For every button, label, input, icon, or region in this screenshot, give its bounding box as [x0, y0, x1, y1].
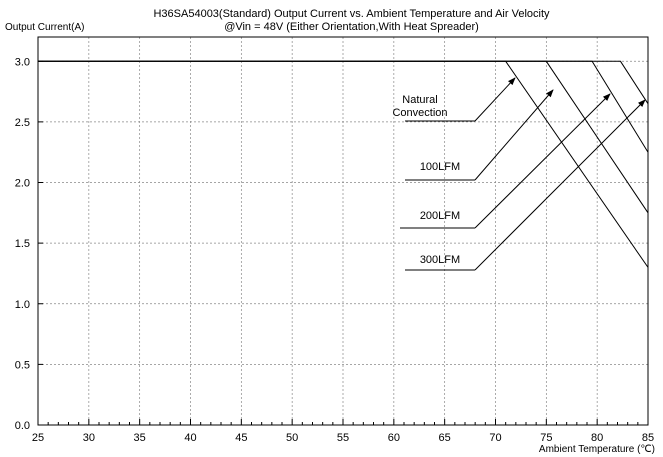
x-axis-label: Ambient Temperature (℃) [538, 444, 655, 455]
y-tick-label: 1.5 [15, 238, 30, 250]
y-axis-label: Output Current(A) [5, 22, 85, 33]
x-tick-label: 85 [642, 432, 654, 444]
annotation-label: 100LFM [420, 161, 460, 173]
annotation-arrow [474, 99, 646, 271]
annotation-label: 300LFM [420, 254, 460, 266]
x-tick-label: 65 [439, 432, 451, 444]
annotation-label: Natural [402, 94, 437, 106]
y-tick-label: 2.5 [15, 117, 30, 129]
annotation-label: Convection [392, 107, 447, 119]
series-lines [38, 60, 649, 268]
x-tick-label: 50 [286, 432, 298, 444]
x-tick-label: 35 [134, 432, 146, 444]
x-tick-label: 30 [83, 432, 95, 444]
x-tick-label: 60 [388, 432, 400, 444]
annotation-arrow [474, 93, 611, 229]
y-tick-label: 0.0 [15, 420, 30, 432]
annotation-arrow [474, 77, 516, 122]
grid-lines [38, 37, 648, 425]
chart-title: H36SA54003(Standard) Output Current vs. … [153, 8, 550, 20]
x-tick-label: 25 [32, 432, 44, 444]
x-tick-label: 80 [591, 432, 603, 444]
tick-labels: 25 30 35 40 45 50 55 60 65 70 75 80 85 0.0 0.5 1.0 1.5 2.… [15, 56, 654, 444]
y-tick-label: 3.0 [15, 56, 30, 68]
annotation-label: 200LFM [420, 210, 460, 222]
x-tick-label: 55 [337, 432, 349, 444]
axes [37, 36, 649, 426]
x-tick-label: 45 [235, 432, 247, 444]
chart-subtitle: @Vin = 48V (Either Orientation,With Heat… [224, 21, 479, 33]
x-tick-label: 40 [184, 432, 196, 444]
series-line [38, 60, 649, 268]
y-tick-label: 0.5 [15, 359, 30, 371]
x-tick-label: 75 [540, 432, 552, 444]
series-line [38, 60, 649, 104]
annotation-arrow [474, 89, 554, 181]
y-tick-label: 1.0 [15, 299, 30, 311]
y-tick-label: 2.0 [15, 178, 30, 190]
x-tick-label: 70 [489, 432, 501, 444]
